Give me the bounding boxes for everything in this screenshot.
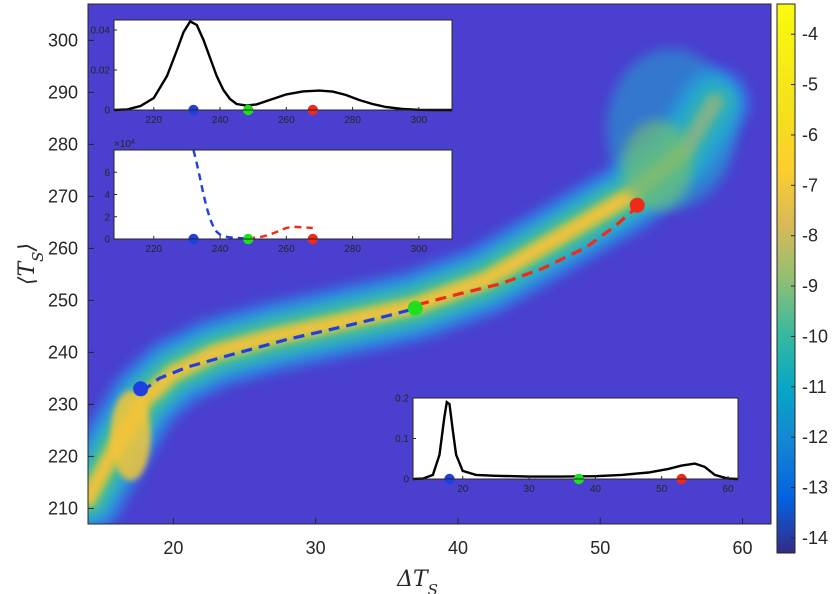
inset-middle-frame [113,149,453,240]
inset-middle-x-tick-label: 240 [212,244,229,255]
colorbar-tick-label: -4 [802,24,818,44]
y-tick-label: 270 [48,186,78,206]
colorbar-tick-label: -14 [802,528,828,548]
y-tick-label: 290 [48,82,78,102]
state-marker-3 [629,197,645,213]
dashed-curve-1 [141,306,419,393]
inset-middle-background [114,150,452,239]
inset-top-x-tick-label: 300 [411,115,428,126]
colorbar-tick-label: -13 [802,478,828,498]
x-tick-label: 60 [733,538,753,558]
inset-top-y-tick-label: 0.04 [91,26,111,37]
y-tick-label: 280 [48,134,78,154]
y-tick-label: 260 [48,238,78,258]
density-cloud [88,48,750,524]
inset-top-distribution: 220 240 260 280 300 0 0.02 0.04 [91,19,453,126]
inset-middle-x-tick-label: 280 [344,244,361,255]
colorbar-tick-label: -12 [802,427,828,447]
inset-middle-series-2 [248,225,313,240]
inset-top-frame [113,19,453,111]
inset-middle-distribution: 220 240 260 280 300 0 2 4 6 ×104 [104,139,453,255]
inset-middle-y-multiplier: ×104 [114,139,135,151]
inset-bottom-x-tick-label: 50 [656,484,668,495]
inset-bottom-y-tick-label: 0.2 [395,394,409,405]
x-tick-label: 20 [163,538,183,558]
state-marker-1 [133,381,149,397]
colorbar-tick-label: -5 [802,75,818,95]
inset-middle-y-tick-label: 0 [104,235,110,246]
inset-middle-y-tick-label: 4 [104,190,110,201]
y-tick-label: 250 [48,290,78,310]
state-marker-2 [407,300,423,316]
inset-bottom-x-tick-label: 20 [457,484,469,495]
inset-middle-x-tick-label: 260 [278,244,295,255]
inset-middle-series-1 [192,149,249,240]
colorbar-tick-label: -8 [802,226,818,246]
inset-bottom-x-tick-label: 60 [722,484,734,495]
inset-middle-y-tick-label: 6 [104,168,110,179]
density-lobe-core [622,120,693,211]
inset-top-series-1 [113,19,452,112]
inset-bottom-distribution: 20 30 40 50 60 0 0.1 0.2 [395,394,739,495]
x-axis-label: ΔTS [396,567,438,594]
y-axis-label: ⟨TS⟩ [15,243,47,285]
inset-bottom-y-tick-label: 0.1 [395,434,409,445]
plot-frame [87,3,772,525]
y-tick-label: 300 [48,30,78,50]
colorbar-tick-label: -10 [802,326,828,346]
y-tick-label: 210 [48,498,78,518]
colorbar-tick-label: -9 [802,276,818,296]
inset-top-y-tick-label: 0 [104,106,110,117]
y-tick-label: 230 [48,394,78,414]
inset-bottom-frame [412,397,739,480]
density-hotspot [110,390,151,481]
inset-middle-x-tick-label: 300 [411,244,428,255]
colorbar-gradient [776,3,796,554]
inset-bottom-y-tick-label: 0 [403,475,409,486]
colorbar-tick-label: -6 [802,125,818,145]
inset-bottom-series-1 [412,399,739,481]
colorbar-tick-label: -11 [802,377,827,397]
inset-top-x-tick-label: 240 [212,115,229,126]
colorbar: -4 -5 -6 -7 -8 -9 -10 -11 -12 -13 -14 [776,3,828,554]
y-tick-label: 240 [48,342,78,362]
inset-top-x-tick-label: 260 [278,115,295,126]
inset-middle-x-tick-label: 220 [145,244,162,255]
inset-middle-y-tick-label: 2 [104,212,110,223]
inset-top-y-tick-label: 0.02 [91,66,111,77]
inset-bottom-x-tick-label: 40 [590,484,602,495]
x-tick-label: 40 [448,538,468,558]
inset-top-x-tick-label: 220 [145,115,162,126]
density-band-5 [88,97,720,503]
x-tick-label: 50 [590,538,610,558]
colorbar-tick-label: -7 [802,175,818,195]
inset-bottom-x-tick-label: 30 [524,484,536,495]
x-tick-label: 30 [306,538,326,558]
inset-top-x-tick-label: 280 [344,115,361,126]
dashed-curve-2 [417,205,639,307]
y-tick-label: 220 [48,446,78,466]
